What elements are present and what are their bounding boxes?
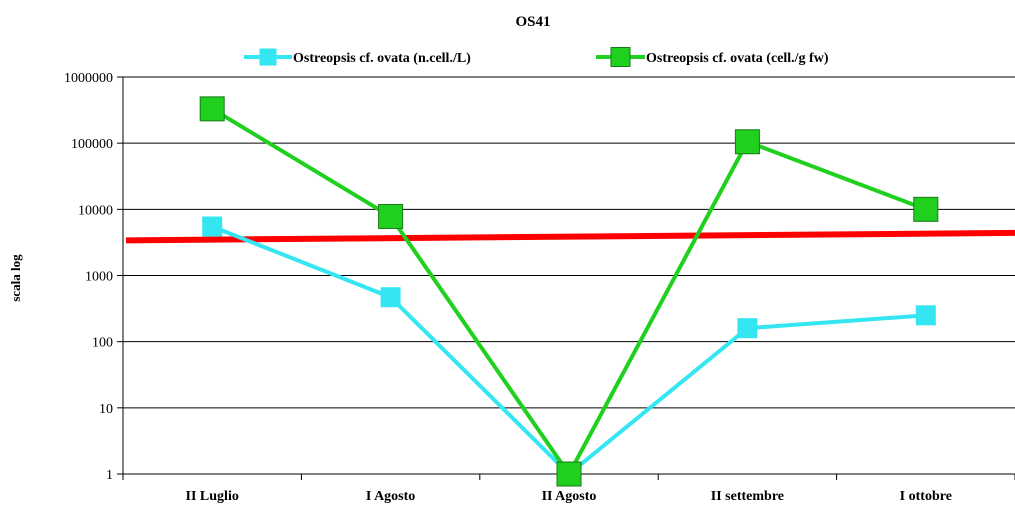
x-tick-label: II Luglio — [186, 489, 239, 504]
y-tick-label: 1000000 — [64, 71, 113, 86]
data-point — [380, 287, 401, 308]
y-tick-label: 10 — [99, 402, 113, 417]
data-point — [913, 196, 939, 222]
y-axis-label: scala log — [8, 254, 23, 302]
legend: Ostreopsis cf. ovata (n.cell./L) Ostreops… — [244, 47, 829, 67]
data-point — [378, 203, 404, 229]
legend-item: Ostreopsis cf. ovata (cell./g fw) — [596, 47, 829, 67]
series-layer — [199, 96, 939, 487]
data-point — [556, 461, 582, 487]
chart-title: OS41 — [515, 14, 550, 30]
x-tick-label: I ottobre — [900, 489, 952, 504]
legend-label: Ostreopsis cf. ovata (cell./g fw) — [646, 51, 829, 66]
x-tick-label: I Agosto — [366, 489, 415, 504]
x-tick-label: II Agosto — [542, 489, 597, 504]
trend-line-group — [125, 229, 1015, 244]
series-2 — [199, 96, 939, 487]
series-1 — [202, 216, 936, 484]
y-tick-label: 1 — [106, 468, 113, 483]
series-line — [211, 224, 926, 477]
y-tick-label: 1000 — [85, 270, 113, 285]
data-point — [915, 305, 936, 326]
y-tick-label: 10000 — [78, 203, 113, 218]
y-axis: 1 10 100 1000 10000 100000 1000000 — [64, 71, 124, 483]
legend-item: Ostreopsis cf. ovata (n.cell./L) — [244, 48, 471, 66]
data-point — [202, 216, 223, 237]
y-tick-label: 100 — [92, 336, 113, 351]
legend-swatch-marker — [610, 47, 631, 67]
legend-label: Ostreopsis cf. ovata (n.cell./L) — [293, 51, 471, 66]
data-point — [737, 318, 758, 339]
trend-line — [125, 229, 1015, 244]
y-tick-label: 100000 — [71, 137, 113, 152]
x-tick-label: II settembre — [711, 489, 784, 504]
data-point — [199, 96, 225, 122]
series-line — [211, 107, 927, 478]
data-point — [734, 129, 760, 155]
legend-swatch-marker — [259, 48, 277, 66]
